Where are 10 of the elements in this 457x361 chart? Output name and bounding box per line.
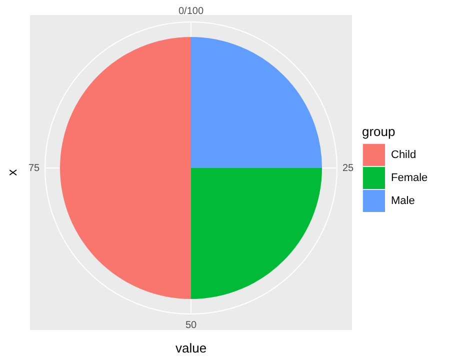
text: 50 — [185, 320, 197, 331]
text: 75 — [28, 162, 40, 174]
legend-label: Male — [391, 194, 415, 206]
legend-label: Child — [391, 148, 416, 160]
legend-title: group — [362, 124, 396, 139]
text: 25 — [342, 162, 354, 174]
legend-label: Female — [391, 172, 428, 184]
text: x — [4, 168, 20, 176]
text: 0/100 — [178, 6, 204, 17]
text: value — [175, 340, 207, 356]
